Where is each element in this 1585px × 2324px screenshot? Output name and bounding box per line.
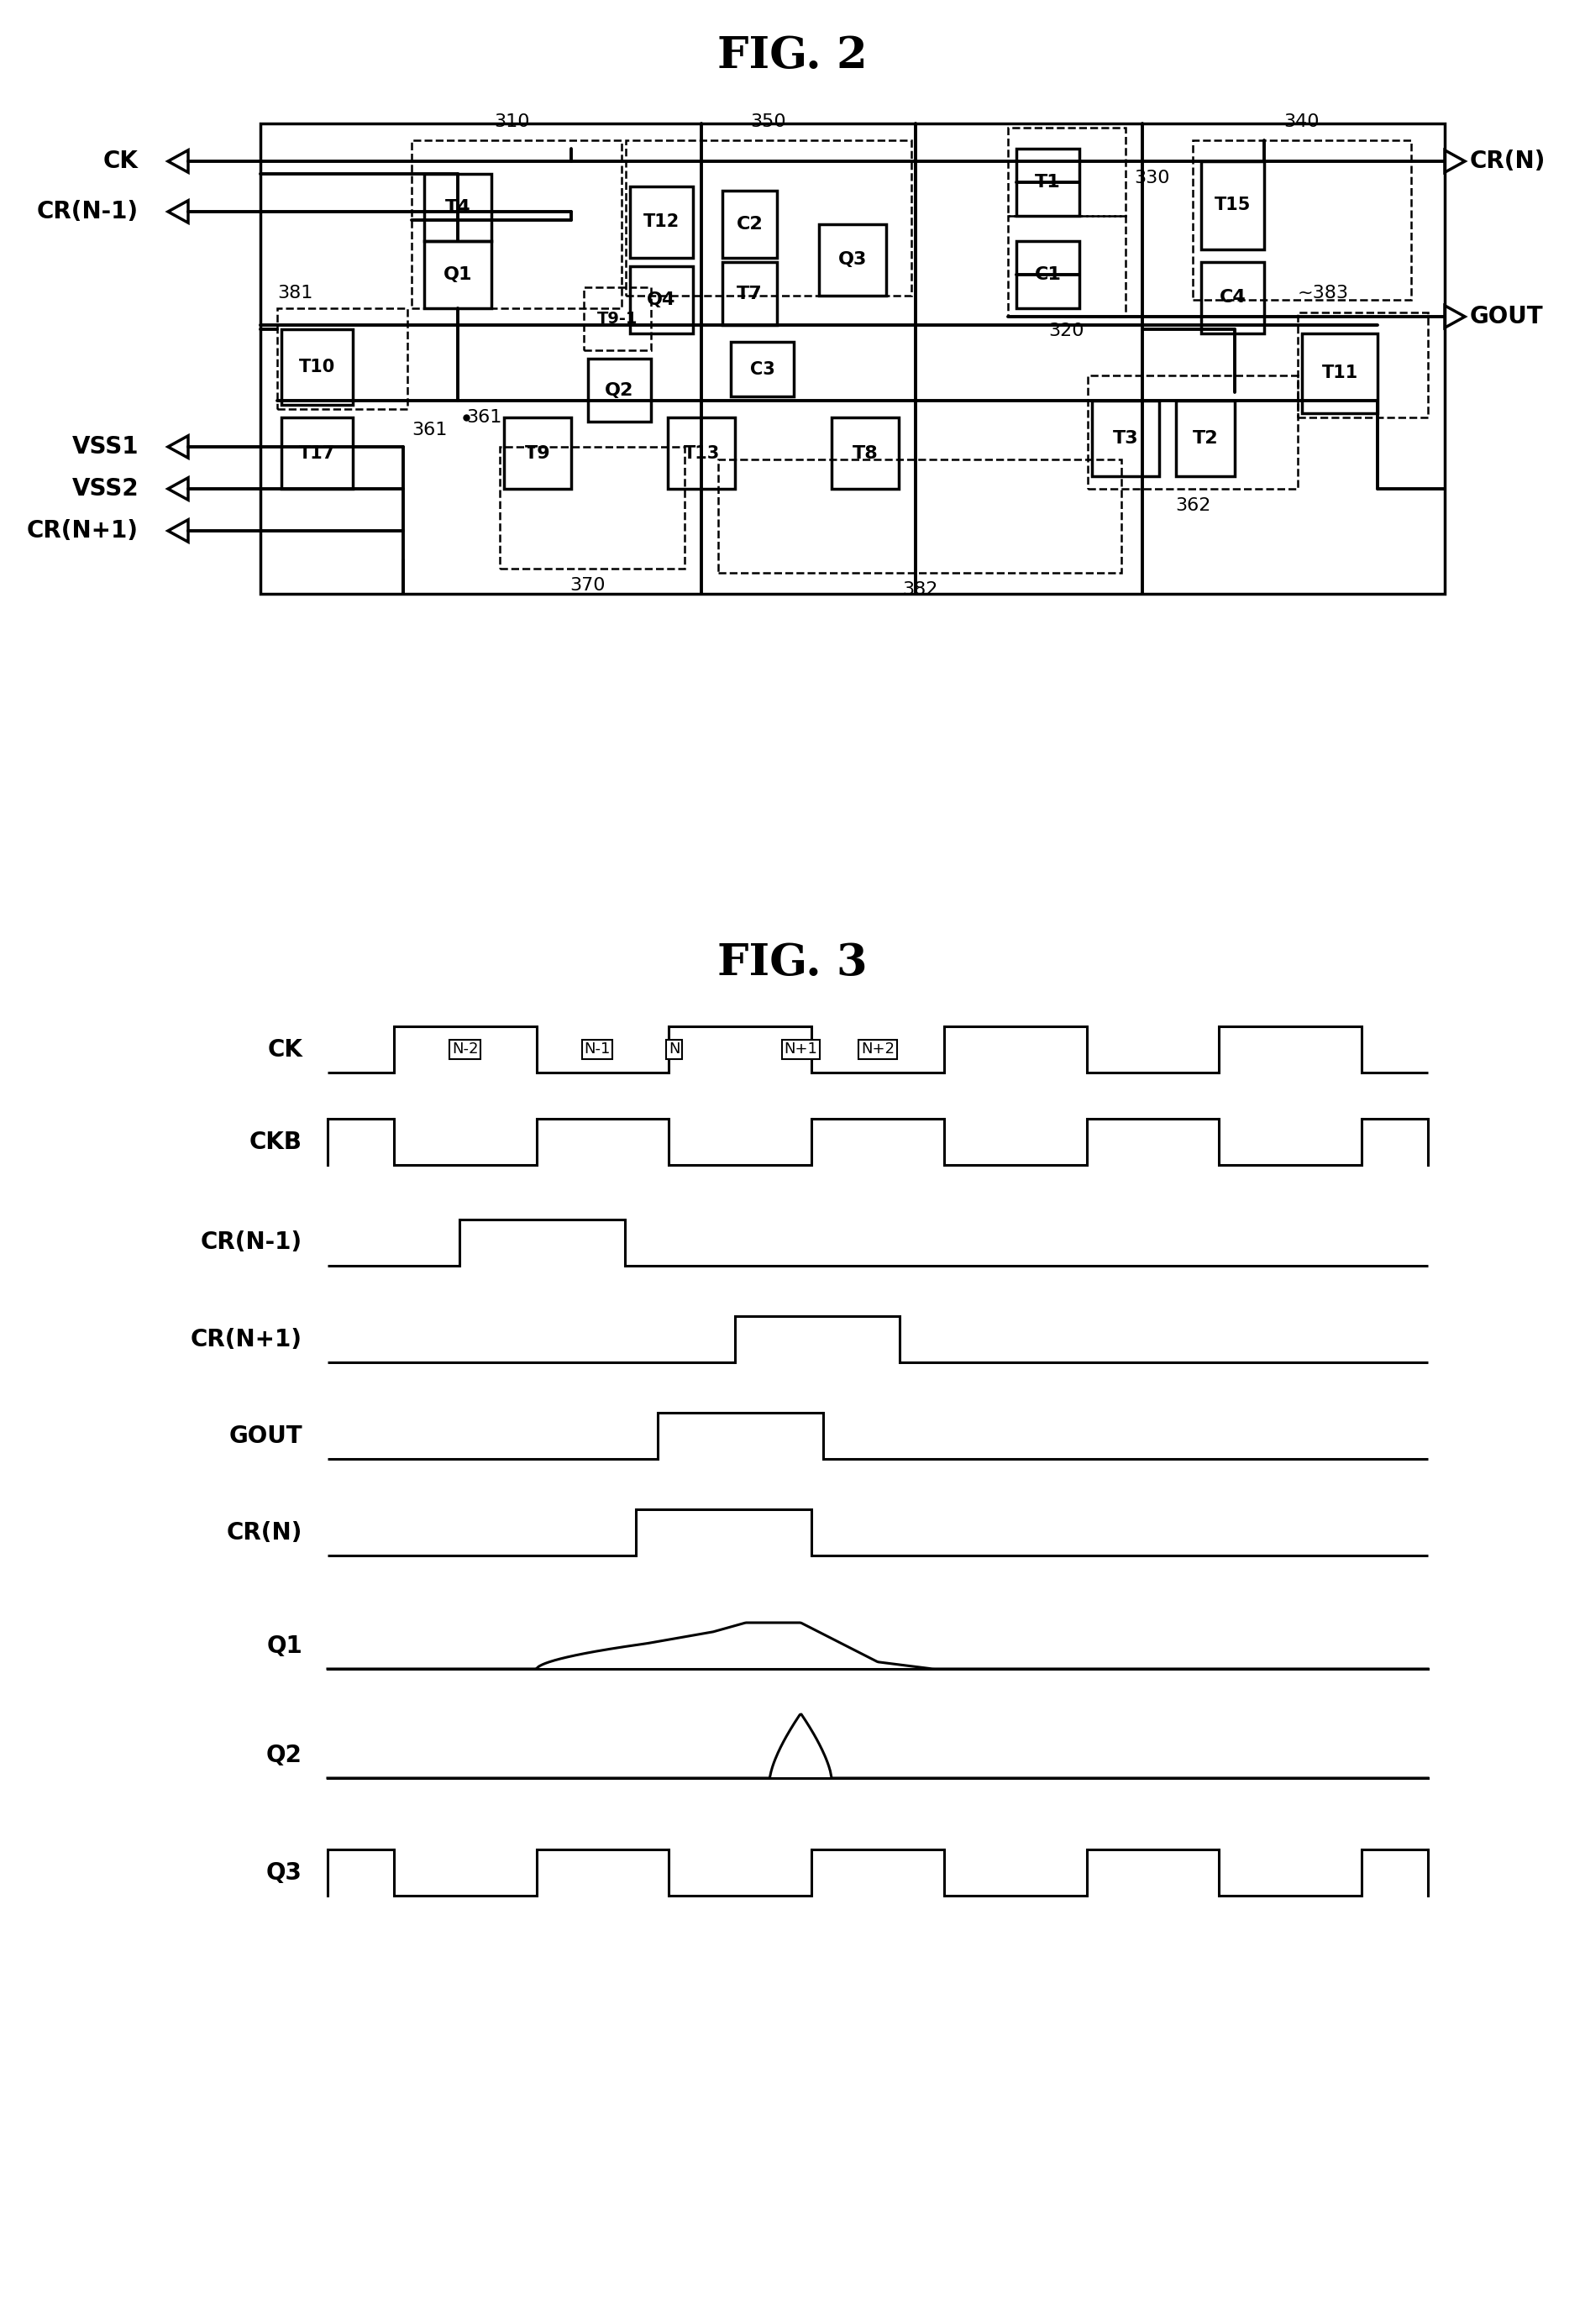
Text: 361: 361 bbox=[412, 421, 447, 439]
Bar bbox=[626, 139, 911, 295]
Bar bbox=[1008, 216, 1125, 316]
Text: N-1: N-1 bbox=[583, 1041, 610, 1057]
Bar bbox=[1087, 376, 1298, 488]
Text: ~383: ~383 bbox=[1298, 286, 1349, 302]
Text: Q2: Q2 bbox=[605, 381, 634, 397]
Text: C2: C2 bbox=[737, 216, 762, 232]
Text: 330: 330 bbox=[1133, 170, 1170, 186]
Text: Q1: Q1 bbox=[266, 1634, 303, 1657]
Text: 310: 310 bbox=[495, 114, 531, 130]
Bar bbox=[277, 309, 407, 409]
Bar bbox=[1301, 332, 1377, 414]
Text: N+1: N+1 bbox=[785, 1041, 818, 1057]
Text: 361: 361 bbox=[466, 409, 502, 425]
Bar bbox=[504, 418, 571, 488]
Text: GOUT: GOUT bbox=[1469, 304, 1544, 328]
Bar bbox=[282, 330, 353, 404]
Bar bbox=[1016, 149, 1079, 216]
Bar bbox=[1194, 139, 1411, 300]
Text: CKB: CKB bbox=[249, 1129, 303, 1153]
Bar bbox=[1092, 400, 1159, 476]
Text: N: N bbox=[669, 1041, 680, 1057]
Text: T4: T4 bbox=[445, 200, 471, 216]
Text: 370: 370 bbox=[571, 576, 605, 595]
Bar bbox=[1016, 242, 1079, 309]
Text: GOUT: GOUT bbox=[228, 1425, 303, 1448]
Text: CR(N-1): CR(N-1) bbox=[36, 200, 138, 223]
Bar bbox=[1201, 160, 1265, 249]
Text: C1: C1 bbox=[1035, 267, 1062, 284]
Text: Q4: Q4 bbox=[647, 290, 675, 309]
Text: FIG. 2: FIG. 2 bbox=[716, 35, 867, 77]
Text: 382: 382 bbox=[902, 581, 938, 597]
Text: Q3: Q3 bbox=[266, 1862, 303, 1885]
Text: T15: T15 bbox=[1214, 198, 1251, 214]
Bar bbox=[1176, 400, 1235, 476]
Bar bbox=[718, 460, 1121, 572]
Text: CR(N): CR(N) bbox=[227, 1520, 303, 1543]
Text: 350: 350 bbox=[751, 114, 786, 130]
Bar bbox=[583, 288, 651, 351]
Bar bbox=[832, 418, 899, 488]
Bar bbox=[425, 174, 491, 242]
Text: CK: CK bbox=[103, 149, 138, 172]
Text: 362: 362 bbox=[1174, 497, 1211, 514]
Text: T12: T12 bbox=[644, 214, 680, 230]
Bar bbox=[425, 242, 491, 309]
Text: 340: 340 bbox=[1284, 114, 1320, 130]
Text: VSS1: VSS1 bbox=[71, 435, 138, 458]
Text: CR(N-1): CR(N-1) bbox=[201, 1232, 303, 1255]
Bar bbox=[1008, 128, 1125, 216]
Bar bbox=[412, 139, 621, 309]
Text: FIG. 3: FIG. 3 bbox=[716, 941, 867, 985]
Text: N+2: N+2 bbox=[861, 1041, 894, 1057]
Text: VSS2: VSS2 bbox=[71, 476, 138, 500]
Text: T17: T17 bbox=[300, 444, 336, 462]
Bar bbox=[282, 418, 353, 488]
Bar bbox=[629, 267, 693, 332]
Bar bbox=[1298, 311, 1428, 418]
Text: T3: T3 bbox=[1113, 430, 1138, 446]
Bar bbox=[819, 223, 886, 295]
Bar bbox=[588, 358, 651, 421]
Text: T13: T13 bbox=[683, 444, 720, 462]
Text: T1: T1 bbox=[1035, 174, 1060, 191]
Text: T10: T10 bbox=[300, 358, 336, 376]
Bar bbox=[731, 342, 794, 397]
Text: T9-1: T9-1 bbox=[598, 311, 637, 328]
Text: Q3: Q3 bbox=[838, 251, 867, 267]
Text: 381: 381 bbox=[277, 286, 312, 302]
Text: CK: CK bbox=[268, 1039, 303, 1062]
Text: T2: T2 bbox=[1192, 430, 1219, 446]
Bar bbox=[1201, 263, 1265, 332]
Bar bbox=[667, 418, 735, 488]
Text: T8: T8 bbox=[853, 444, 878, 462]
Text: T7: T7 bbox=[737, 286, 762, 302]
Text: CR(N+1): CR(N+1) bbox=[190, 1327, 303, 1350]
Bar bbox=[629, 186, 693, 258]
Text: 320: 320 bbox=[1049, 323, 1084, 339]
Text: N-2: N-2 bbox=[452, 1041, 479, 1057]
Bar bbox=[260, 123, 1444, 595]
Text: T11: T11 bbox=[1322, 365, 1358, 381]
Text: CR(N+1): CR(N+1) bbox=[27, 518, 138, 541]
Text: C3: C3 bbox=[750, 360, 775, 376]
Text: T9: T9 bbox=[525, 444, 550, 462]
Bar bbox=[723, 263, 777, 325]
Text: C4: C4 bbox=[1219, 290, 1246, 307]
Bar bbox=[499, 446, 685, 569]
Text: Q1: Q1 bbox=[444, 267, 472, 284]
Text: Q2: Q2 bbox=[266, 1743, 303, 1766]
Bar bbox=[723, 191, 777, 258]
Text: CR(N): CR(N) bbox=[1469, 149, 1545, 172]
